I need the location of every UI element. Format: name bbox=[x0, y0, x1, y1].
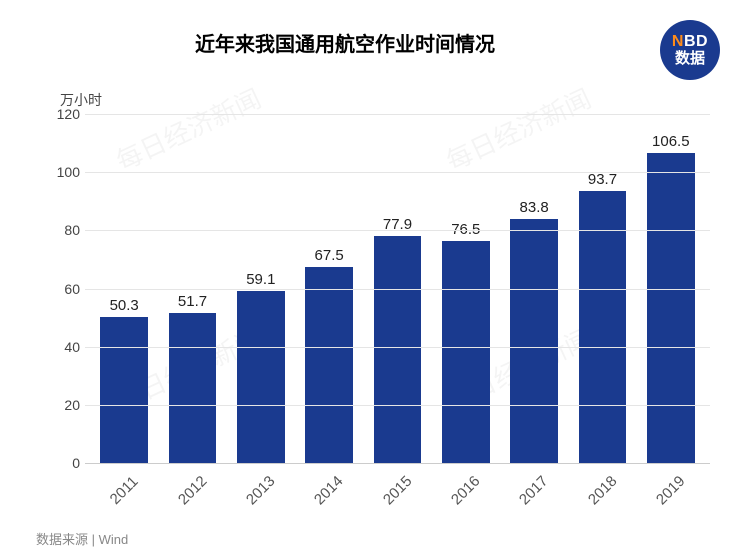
gridline bbox=[85, 172, 710, 173]
gridline bbox=[85, 405, 710, 406]
x-tick-label: 2011 bbox=[90, 464, 158, 519]
gridline bbox=[85, 114, 710, 115]
x-tick-label: 2013 bbox=[227, 464, 295, 519]
bar bbox=[374, 236, 422, 463]
bar bbox=[647, 153, 695, 463]
gridline bbox=[85, 289, 710, 290]
plot-area: 50.351.759.167.577.976.583.893.7106.5 02… bbox=[85, 114, 710, 464]
y-tick-label: 20 bbox=[40, 397, 80, 413]
x-tick-label: 2015 bbox=[363, 464, 431, 519]
y-tick-label: 60 bbox=[40, 281, 80, 297]
bar-value-label: 59.1 bbox=[246, 271, 275, 288]
bar bbox=[305, 267, 353, 463]
bar-value-label: 51.7 bbox=[178, 293, 207, 310]
y-tick-label: 120 bbox=[40, 106, 80, 122]
x-tick-label: 2016 bbox=[432, 464, 500, 519]
bar-value-label: 76.5 bbox=[451, 221, 480, 238]
x-tick-label: 2017 bbox=[500, 464, 568, 519]
gridline bbox=[85, 230, 710, 231]
bar-value-label: 106.5 bbox=[652, 133, 690, 150]
gridline bbox=[85, 347, 710, 348]
bar bbox=[442, 241, 490, 463]
y-tick-label: 0 bbox=[40, 455, 80, 471]
bar bbox=[579, 191, 627, 464]
bar bbox=[100, 317, 148, 463]
x-tick-label: 2014 bbox=[295, 464, 363, 519]
bar-value-label: 50.3 bbox=[110, 297, 139, 314]
chart-header: 近年来我国通用航空作业时间情况 NBD 数据 bbox=[30, 20, 720, 80]
y-tick-label: 40 bbox=[40, 339, 80, 355]
y-axis-unit: 万小时 bbox=[60, 90, 720, 110]
data-source: 数据来源 | Wind bbox=[36, 529, 720, 548]
bar bbox=[510, 219, 558, 463]
x-tick-label: 2019 bbox=[637, 464, 705, 519]
logo-line2: 数据 bbox=[675, 51, 705, 68]
bar bbox=[169, 313, 217, 463]
bar-value-label: 67.5 bbox=[315, 247, 344, 264]
logo-line1: NBD bbox=[672, 33, 708, 51]
x-tick-label: 2018 bbox=[568, 464, 636, 519]
chart-container: 每日经济新闻 每日经济新闻 每日经济新闻 每日经济新闻 近年来我国通用航空作业时… bbox=[0, 0, 750, 546]
x-tick-label: 2012 bbox=[158, 464, 226, 519]
bar bbox=[237, 291, 285, 463]
bar-value-label: 83.8 bbox=[520, 199, 549, 216]
nbd-logo: NBD 数据 bbox=[660, 20, 720, 80]
y-tick-label: 80 bbox=[40, 222, 80, 238]
y-tick-label: 100 bbox=[40, 164, 80, 180]
chart-title: 近年来我国通用航空作业时间情况 bbox=[30, 20, 660, 57]
x-axis-labels: 201120122013201420152016201720182019 bbox=[85, 464, 710, 519]
